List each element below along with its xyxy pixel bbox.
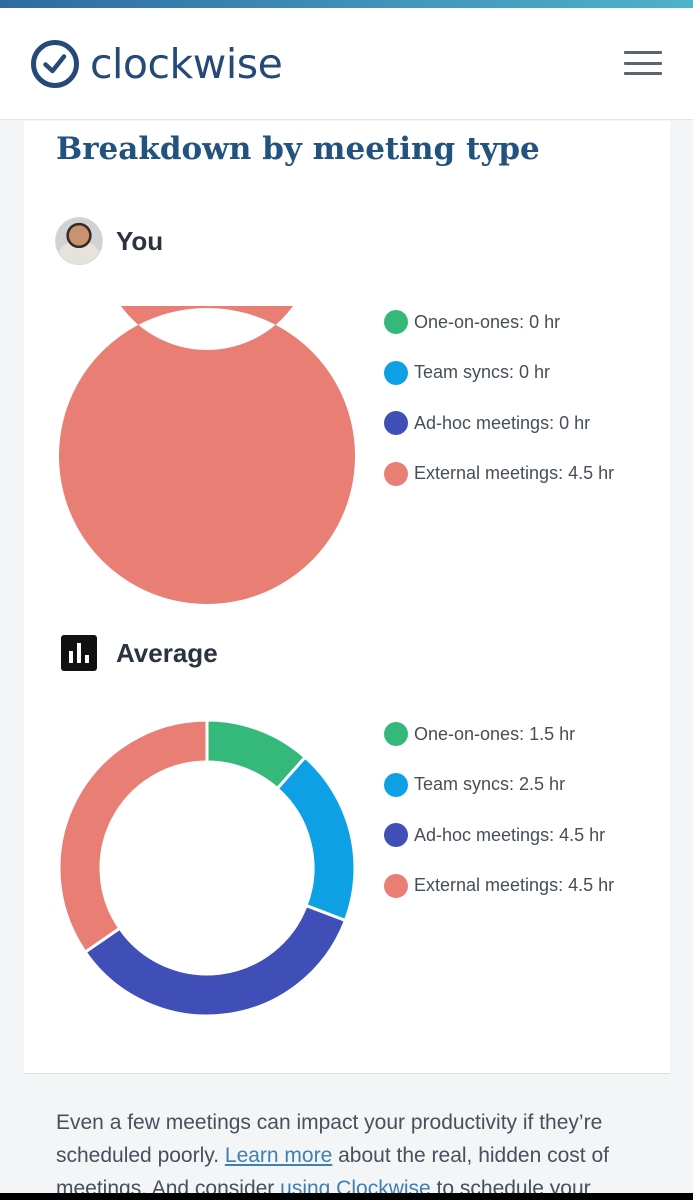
legend-dot	[384, 310, 408, 334]
hamburger-menu-icon[interactable]	[624, 48, 662, 78]
you-header: You	[55, 217, 163, 265]
average-legend-item: Ad-hoc meetings: 4.5 hr	[384, 822, 614, 848]
you-legend-item: Team syncs: 0 hr	[384, 360, 614, 386]
section-title: Breakdown by meeting type	[56, 131, 540, 167]
learn-more-link[interactable]: Learn more	[224, 1144, 333, 1167]
clockwise-logo[interactable]: clockwise	[30, 39, 283, 89]
you-label: You	[116, 225, 164, 256]
legend-label: Team syncs: 2.5 hr	[414, 774, 566, 794]
average-legend-item: Team syncs: 2.5 hr	[384, 772, 614, 798]
average-header: Average	[55, 629, 218, 677]
legend-label: One-on-ones: 1.5 hr	[414, 723, 576, 744]
average-legend-item: One-on-ones: 1.5 hr	[384, 721, 614, 747]
site-header: clockwise	[0, 8, 693, 120]
footer-text-1: Even a few meetings can impact your prod…	[56, 1111, 603, 1167]
legend-dot	[384, 823, 408, 847]
bottom-bar	[0, 1193, 693, 1200]
legend-label: Ad-hoc meetings: 4.5 hr	[414, 824, 606, 845]
you-legend-item: One-on-ones: 0 hr	[384, 309, 614, 335]
you-legend-item: Ad-hoc meetings: 0 hr	[384, 410, 614, 436]
legend-label: External meetings: 4.5 hr	[414, 875, 615, 895]
legend-dot	[384, 772, 408, 797]
clock-check-icon	[31, 40, 79, 88]
bar-chart-icon	[61, 635, 97, 671]
average-donut-chart	[57, 718, 357, 1018]
average-legend-item: External meetings: 4.5 hr	[384, 873, 614, 899]
you-donut-chart	[58, 306, 355, 604]
legend-label: Ad-hoc meetings: 0 hr	[414, 412, 591, 433]
you-legend-item: External meetings: 4.5 hr	[384, 461, 614, 487]
average-slice-team-syncs	[275, 755, 357, 923]
legend-dot	[384, 722, 408, 746]
you-slice-external-meetings	[58, 306, 355, 604]
legend-dot	[384, 360, 408, 385]
top-accent-stripe	[0, 0, 693, 8]
average-legend: One-on-ones: 1.5 hr Team syncs: 2.5 hr Ad-…	[384, 721, 614, 923]
average-slice-external-meetings	[57, 718, 209, 955]
legend-label: Team syncs: 0 hr	[414, 362, 551, 382]
footer-paragraph: Even a few meetings can impact your prod…	[56, 1106, 656, 1200]
average-label: Average	[116, 637, 218, 668]
average-slice-adhoc-meetings	[83, 903, 348, 1018]
meeting-breakdown-card: Breakdown by meeting type You One-on-one…	[24, 121, 670, 1073]
logo-text: clockwise	[90, 40, 283, 88]
legend-dot	[384, 873, 408, 898]
legend-dot	[384, 461, 408, 486]
you-legend: One-on-ones: 0 hr Team syncs: 0 hr Ad-hoc …	[384, 309, 614, 511]
legend-label: One-on-ones: 0 hr	[414, 311, 561, 332]
avatar	[55, 217, 103, 265]
divider	[24, 1073, 670, 1074]
legend-dot	[384, 411, 408, 435]
legend-label: External meetings: 4.5 hr	[414, 463, 615, 483]
